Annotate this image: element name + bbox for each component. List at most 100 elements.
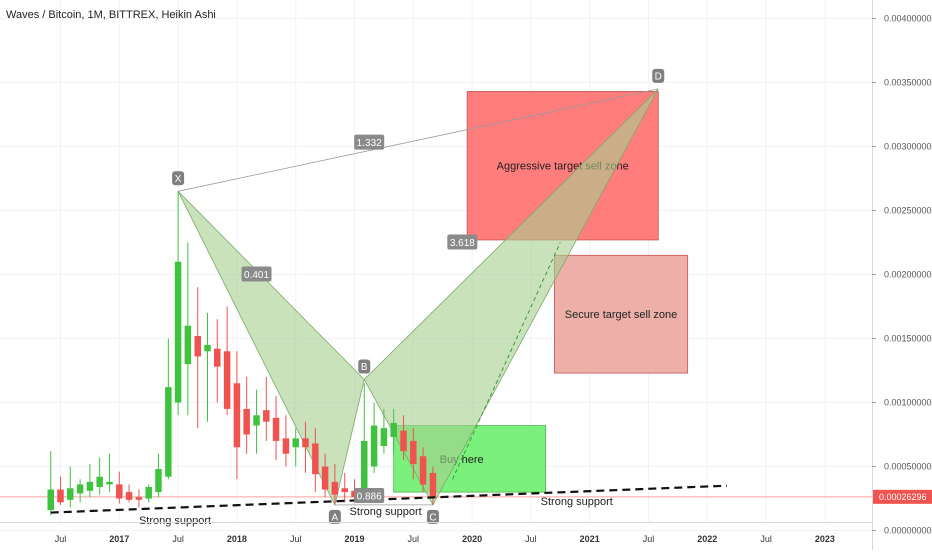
time-tick-label: Jul (55, 534, 67, 544)
candle-body (145, 486, 152, 499)
pattern-point-d: D (652, 68, 665, 83)
current-price-label: 0.00026296 (879, 492, 927, 502)
candle-body (243, 408, 250, 435)
candle-body (282, 438, 290, 454)
ratio-badge (354, 487, 385, 503)
candle-body (47, 489, 54, 511)
candle-body (57, 489, 64, 503)
time-tick-label: Jul (760, 534, 772, 544)
candle-body (370, 425, 378, 467)
time-tick-label: Jul (408, 534, 420, 544)
candle-body (135, 497, 143, 500)
point-badge (358, 359, 371, 374)
ratio-text: 3.618 (450, 238, 475, 249)
support-label: Strong support (350, 506, 422, 518)
price-tick-label: 0.00250000 (884, 206, 932, 216)
secure-zone-label: Secure target sell zone (565, 309, 678, 321)
candle-body (86, 481, 94, 491)
candle-body (292, 438, 299, 448)
time-tick-label: 2021 (580, 534, 600, 544)
ratio-text: 0.886 (357, 491, 382, 502)
time-axis[interactable]: Jul 2017 Jul 2018 Jul 2019 Jul 2020 Jul 2021 Jul 20… (0, 522, 872, 545)
point-letter: X (175, 174, 182, 185)
candle-body (125, 492, 133, 500)
candle-body (67, 488, 74, 500)
point-badge (426, 509, 439, 524)
price-tick-label: 0.00100000 (884, 398, 932, 408)
candle-body (214, 348, 221, 367)
support-label: Strong support (139, 515, 211, 527)
point-letter: A (332, 512, 339, 523)
candle-body (321, 466, 329, 490)
annotations: 0.401 1.332 0.886 3.618 X A B C D (172, 68, 665, 524)
ratio-label: 1.332 (354, 134, 385, 150)
candle-body (341, 488, 348, 493)
pattern-point-b: B (358, 359, 371, 374)
time-tick-label: Jul (172, 534, 184, 544)
chart-title: Waves / Bitcoin, 1M, BITTREX, Heikin Ash… (6, 9, 216, 21)
candle-body (272, 417, 280, 441)
candle-body (233, 383, 241, 448)
candle-body (410, 440, 417, 464)
point-letter: B (361, 362, 368, 373)
candle-body (223, 351, 231, 409)
price-tick-label: 0.00400000 (884, 14, 932, 24)
candle-body (174, 261, 182, 403)
candle-body (361, 440, 368, 496)
candle-body (263, 410, 270, 422)
candlestick-series (47, 191, 437, 516)
ratio-text: 0.401 (244, 270, 269, 281)
candle-body (96, 476, 103, 487)
candle-body (253, 415, 260, 426)
pattern-leg-xd (178, 88, 659, 192)
candle-body (106, 481, 113, 485)
candle-body (76, 484, 84, 494)
candle-body (204, 344, 211, 352)
ratio-text: 1.332 (357, 138, 382, 149)
ratio-badge (354, 134, 385, 150)
candle-body (184, 325, 192, 365)
candle-body (419, 456, 427, 485)
time-tick-label: 2018 (227, 534, 247, 544)
time-tick-label: Jul (290, 534, 302, 544)
pattern-triangle-bcd (363, 88, 659, 506)
candle-body (165, 387, 172, 477)
secure-zone (554, 254, 689, 374)
time-tick-label: 2023 (815, 534, 835, 544)
candle-body (429, 472, 437, 498)
candle-body (331, 481, 339, 495)
candle-body (116, 484, 123, 499)
candle-body (380, 428, 388, 447)
support-line: Strong support Strong support Strong suppo… (50, 484, 727, 527)
price-axis[interactable]: 0.00400000 0.00350000 0.00300000 0.00250000… (872, 0, 932, 550)
ratio-label: 3.618 (447, 234, 478, 250)
ratio-badge (447, 234, 478, 250)
ratio-label: 0.401 (241, 266, 272, 282)
pattern-point-c: C (426, 509, 439, 524)
price-tick-label: 0.00200000 (884, 270, 932, 280)
point-badge (652, 68, 665, 83)
time-tick-label: 2019 (344, 534, 364, 544)
time-tick-label: 2020 (462, 534, 482, 544)
point-letter: C (429, 512, 436, 523)
price-tick-label: 0.00150000 (884, 334, 932, 344)
support-trendline (50, 484, 727, 514)
price-tick-label: 0.00000000 (884, 526, 932, 536)
pattern-point-a: A (328, 509, 341, 524)
current-price-badge (873, 489, 932, 504)
price-tick-label: 0.00300000 (884, 142, 932, 152)
point-badge (328, 509, 341, 524)
candle-body (194, 335, 201, 357)
candle-body (155, 469, 162, 493)
ratio-badge (241, 266, 272, 282)
projection-line (452, 242, 561, 480)
pattern-point-x: X (172, 171, 185, 186)
price-tick-label: 0.00350000 (884, 78, 932, 88)
pattern-triangle-xab (177, 191, 365, 507)
candle-body (400, 430, 407, 452)
support-label: Strong support (541, 496, 613, 508)
time-tick-label: 2022 (697, 534, 717, 544)
